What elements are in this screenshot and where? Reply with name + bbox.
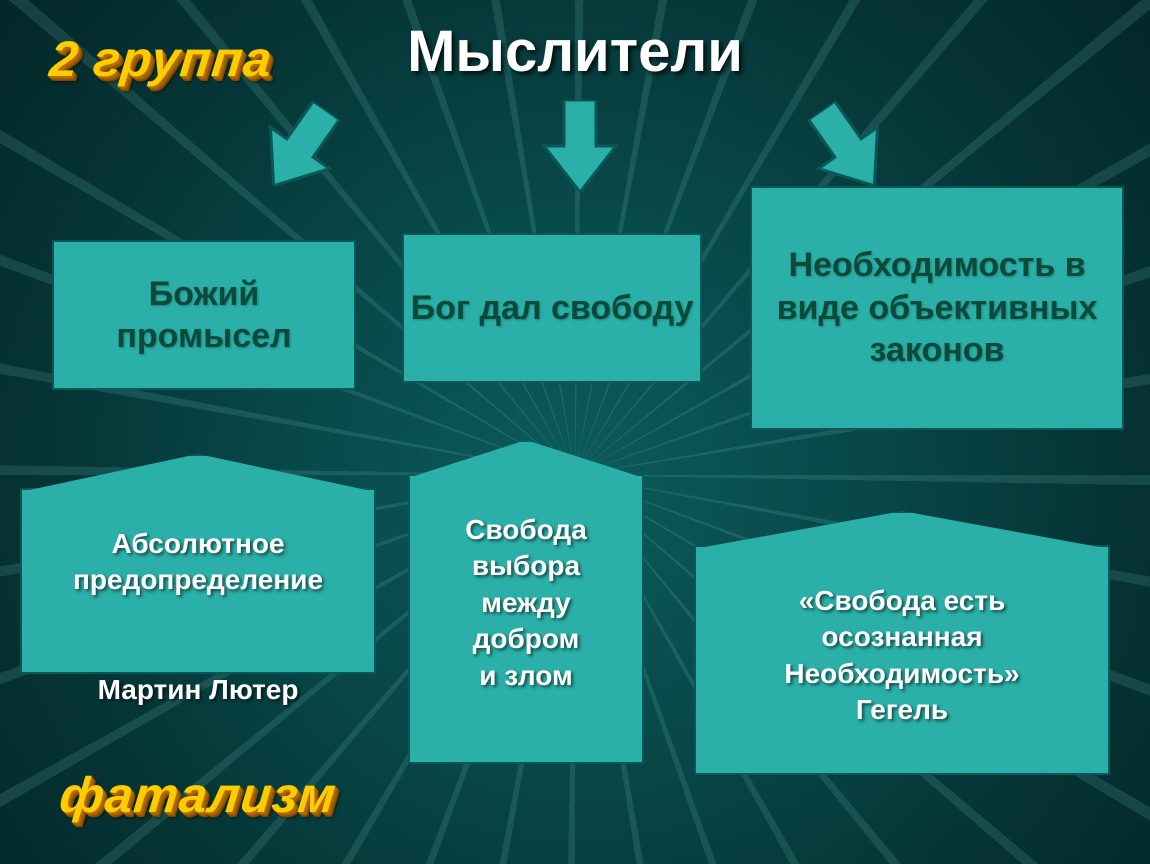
callout-pentagon-center: Свободавыборамеждудоброми злом: [408, 474, 644, 764]
concept-box-right: Необходимость в виде объективных законов: [750, 186, 1124, 430]
concept-box-right-text: Необходимость в виде объективных законов: [758, 244, 1116, 372]
concept-box-center-text: Бог дал свободу: [411, 287, 694, 330]
concept-box-left-text: Божий промысел: [60, 273, 348, 358]
fatalism-label: фатализм: [57, 766, 340, 824]
arrow-down-center: [540, 100, 620, 192]
group-label: 2 группа: [47, 30, 275, 88]
concept-box-left: Божий промысел: [52, 240, 356, 390]
callout-pentagon-right: «Свобода естьосознаннаяНеобходимость»Гег…: [694, 545, 1110, 775]
concept-box-center: Бог дал свободу: [402, 233, 702, 383]
arrow-down-left: [241, 87, 359, 208]
callout-pentagon-left: АбсолютноепредопределениеМартин Лютер: [20, 488, 376, 674]
